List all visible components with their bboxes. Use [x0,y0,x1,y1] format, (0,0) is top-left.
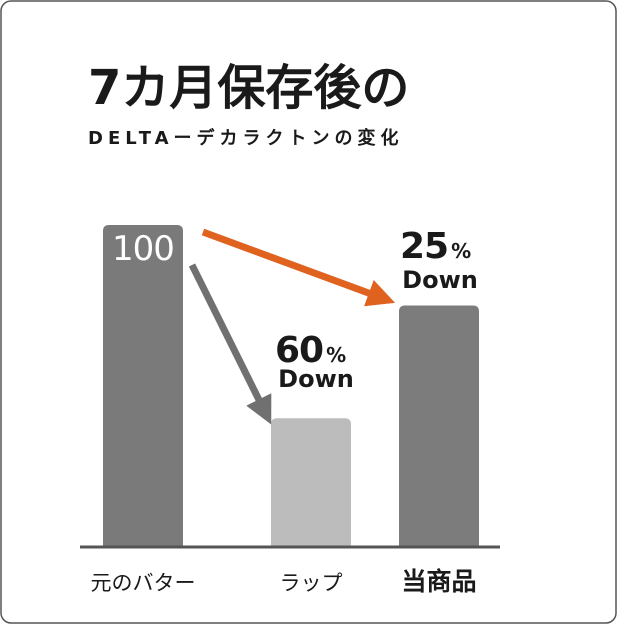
bar [399,305,479,547]
x-tick-label: 元のバター [91,571,196,595]
x-tick-label: ラップ [280,571,343,595]
arrow [188,263,272,425]
x-tick-label: 当商品 [401,567,476,596]
arrow [201,228,396,307]
annotation-number-value: 25 [400,226,448,267]
value-label: 100 [112,229,174,269]
annotation-unit: % [451,239,471,263]
bar [271,418,351,547]
annotation-number: 25% [400,226,471,267]
annotation-text: Down [402,266,478,294]
annotation-unit: % [326,343,346,367]
annotation-number: 60% [275,330,346,371]
bar [103,225,183,547]
annotation-number-value: 60 [275,330,323,371]
chart-title: 7カ月保存後の [88,60,409,116]
annotation-text: Down [278,365,354,393]
chart-subtitle: DELTAーデカラクトンの変化 [88,127,404,149]
